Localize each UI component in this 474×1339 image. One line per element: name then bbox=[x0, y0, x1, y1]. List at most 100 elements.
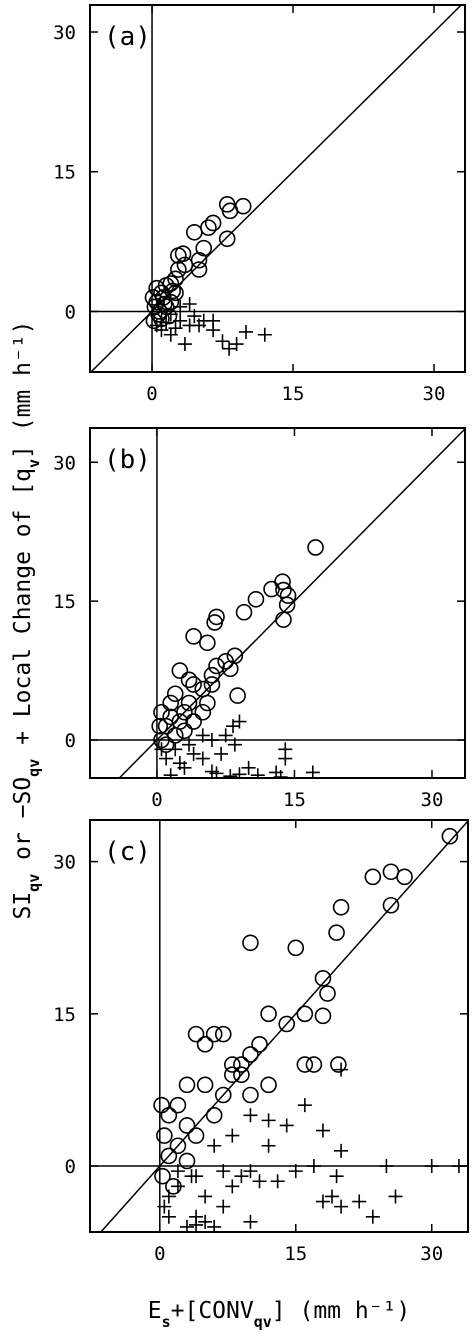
circle-point bbox=[200, 219, 217, 236]
circle-point bbox=[170, 261, 187, 278]
circle-point bbox=[208, 657, 225, 675]
circle-point bbox=[279, 587, 297, 604]
subscript: v bbox=[25, 459, 43, 468]
circle-point bbox=[242, 1086, 259, 1104]
circle-point bbox=[199, 694, 216, 712]
circle-point bbox=[204, 214, 222, 232]
plus-point bbox=[229, 337, 244, 352]
plus-point bbox=[206, 313, 221, 328]
plus-point bbox=[252, 1174, 267, 1189]
plus-point bbox=[223, 769, 238, 778]
plus-point bbox=[216, 1164, 231, 1179]
circle-point bbox=[275, 611, 292, 628]
circle-point bbox=[396, 868, 413, 886]
plus-point bbox=[186, 746, 201, 761]
plus-point bbox=[334, 1199, 349, 1214]
label-part: ] (mm h⁻¹) bbox=[272, 1298, 410, 1324]
x-tick-label: 30 bbox=[421, 789, 444, 811]
plus-point bbox=[234, 1169, 249, 1184]
plus-point bbox=[184, 1169, 199, 1184]
x-tick-label: 0 bbox=[154, 1243, 165, 1265]
y-tick-label: 15 bbox=[53, 1004, 76, 1026]
plus-point bbox=[198, 1189, 213, 1204]
subscript: qv bbox=[254, 1313, 272, 1331]
plus-point bbox=[182, 297, 197, 312]
x-tick-label: 0 bbox=[146, 383, 157, 405]
circle-point bbox=[205, 1025, 223, 1043]
plus-point bbox=[334, 1143, 349, 1158]
plus-point bbox=[352, 1194, 367, 1209]
circle-point bbox=[153, 703, 170, 721]
circle-point bbox=[441, 827, 459, 845]
x-axis-label: Es+[CONVqv] (mm h⁻¹) bbox=[148, 1298, 411, 1331]
plus-point bbox=[261, 1113, 276, 1128]
plus-point bbox=[168, 742, 183, 757]
circle-point bbox=[195, 239, 213, 257]
circle-point bbox=[221, 202, 239, 220]
plus-point bbox=[177, 337, 192, 352]
plus-point bbox=[173, 299, 188, 314]
circle-point bbox=[364, 868, 382, 886]
label-part: or −SO bbox=[10, 777, 36, 874]
x-tick-label: 30 bbox=[423, 383, 446, 405]
plus-point bbox=[187, 309, 202, 324]
circle-point bbox=[171, 713, 189, 730]
label-part: SI bbox=[10, 892, 36, 920]
plot-area bbox=[90, 820, 468, 1232]
y-tick-label: 30 bbox=[53, 852, 76, 874]
circle-point bbox=[178, 1076, 196, 1094]
circle-point bbox=[178, 1152, 196, 1170]
circle-point bbox=[144, 289, 162, 306]
plus-point bbox=[232, 767, 247, 778]
circle-point bbox=[160, 1107, 178, 1124]
circle-point bbox=[187, 1025, 205, 1043]
plus-point bbox=[227, 737, 242, 752]
plus-point bbox=[159, 751, 174, 766]
plus-point bbox=[315, 1194, 330, 1209]
circle-point bbox=[214, 1025, 232, 1043]
plus-point bbox=[279, 1118, 294, 1133]
x-tick-label: 15 bbox=[283, 789, 306, 811]
circle-point bbox=[187, 1127, 205, 1144]
plus-point bbox=[239, 324, 254, 339]
y-axis-label: SIqv or −SOqv + Local Change of [qv] (mm… bbox=[10, 320, 43, 919]
x-tick-label: 30 bbox=[420, 1243, 443, 1265]
plus-point bbox=[270, 1174, 285, 1189]
plus-point bbox=[170, 1179, 185, 1194]
plus-point bbox=[424, 1159, 439, 1174]
y-tick-label: 30 bbox=[53, 452, 76, 474]
plus-point bbox=[243, 1164, 258, 1179]
circle-point bbox=[171, 662, 189, 679]
circle-point bbox=[278, 1015, 296, 1033]
plus-point bbox=[222, 341, 237, 356]
circle-point bbox=[164, 282, 182, 300]
circle-point bbox=[319, 985, 336, 1002]
circle-point bbox=[242, 1046, 259, 1063]
circle-point bbox=[224, 1056, 241, 1073]
panel-label: (b) bbox=[104, 445, 151, 475]
circle-point bbox=[274, 573, 291, 591]
plus-point bbox=[325, 1189, 340, 1204]
circle-point bbox=[160, 307, 178, 325]
circle-point bbox=[260, 1076, 277, 1094]
plus-point bbox=[315, 1123, 330, 1138]
plus-point bbox=[161, 1189, 176, 1204]
circle-point bbox=[205, 1107, 223, 1124]
plus-point bbox=[241, 760, 256, 775]
panel: (b) 0 15 30 0 15 30 bbox=[53, 427, 466, 811]
plus-point bbox=[243, 1214, 258, 1229]
subscript: qv bbox=[25, 874, 43, 892]
circle-point bbox=[287, 939, 305, 957]
circle-point bbox=[247, 590, 265, 608]
circle-point bbox=[214, 1086, 232, 1104]
circle-point bbox=[196, 1035, 214, 1053]
plus-point bbox=[198, 1214, 213, 1229]
plot-area bbox=[90, 5, 465, 372]
plus-point bbox=[261, 1138, 276, 1153]
plus-point bbox=[388, 1189, 403, 1204]
circle-point bbox=[296, 1005, 314, 1023]
plus-point bbox=[225, 1179, 240, 1194]
circle-point bbox=[203, 666, 221, 684]
plus-point bbox=[243, 1108, 258, 1123]
